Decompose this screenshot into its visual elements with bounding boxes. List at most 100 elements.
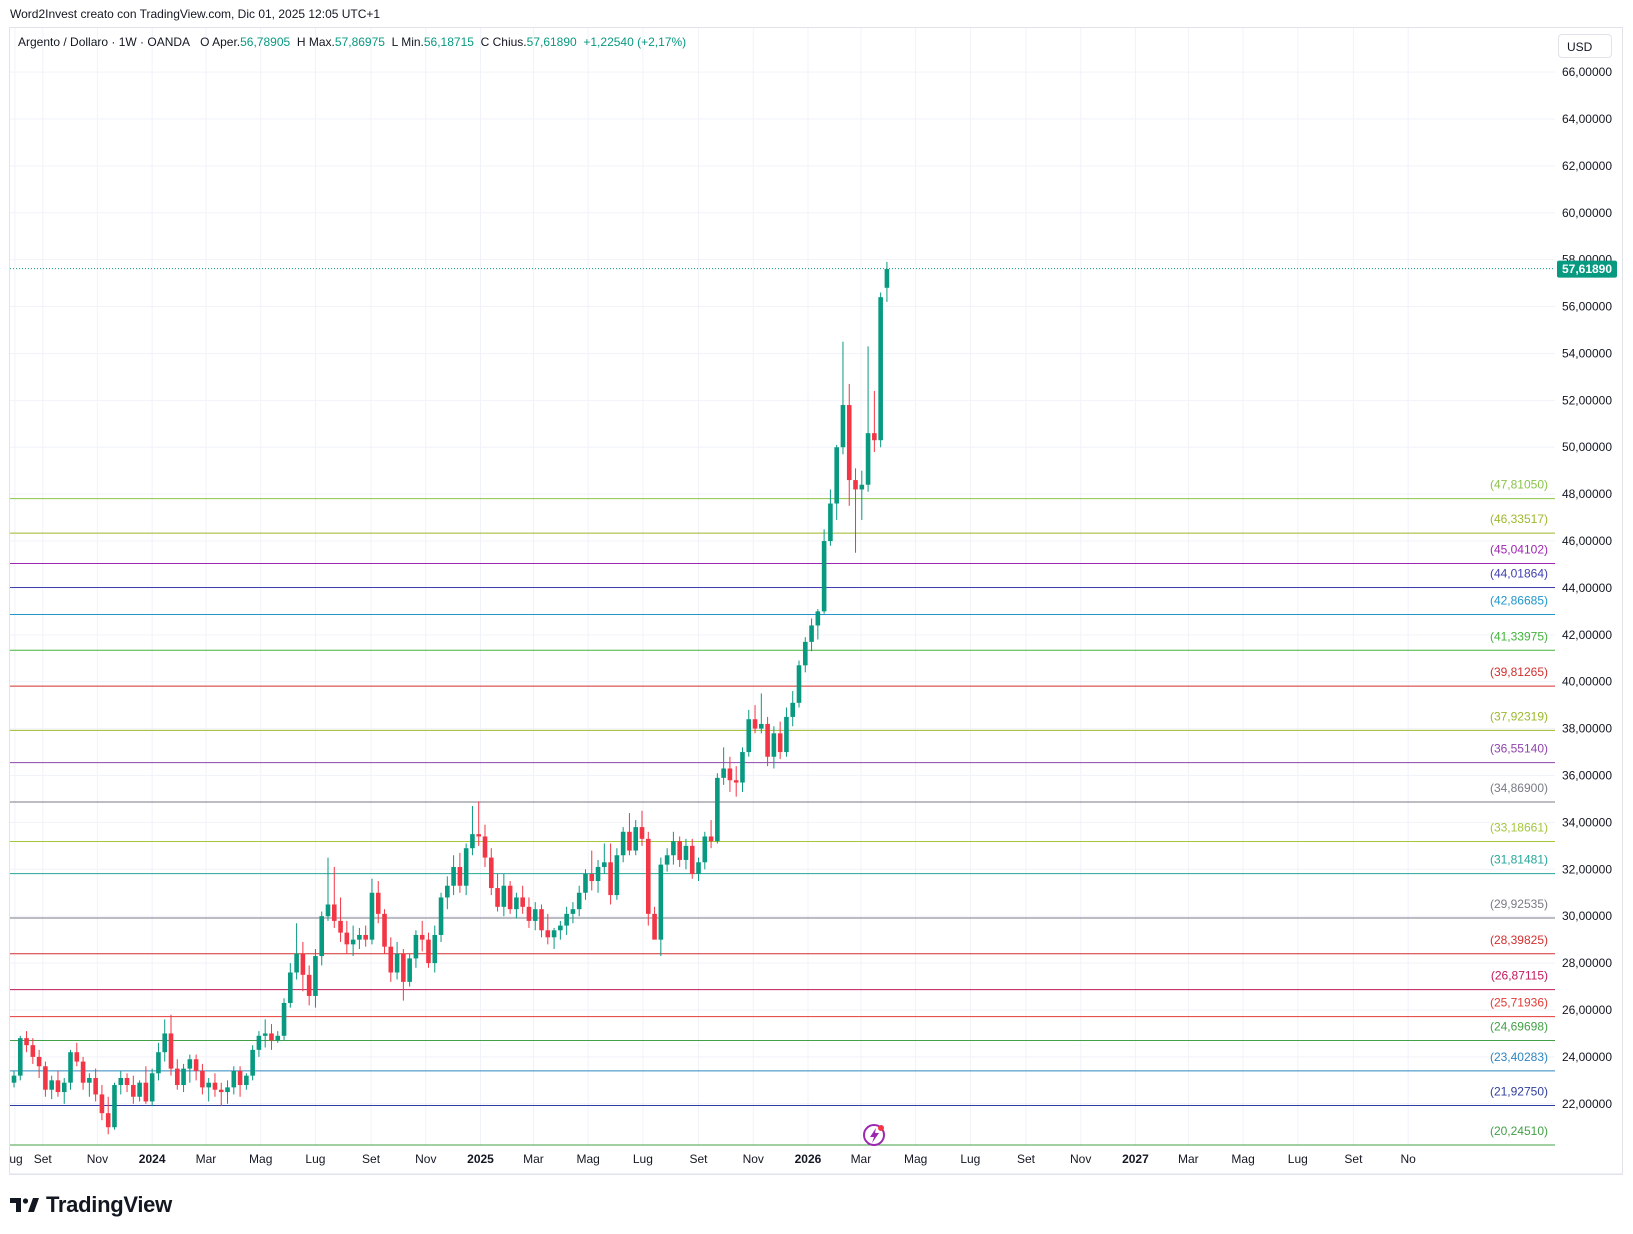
candle[interactable]	[294, 923, 299, 980]
candle[interactable]	[319, 911, 325, 966]
candle[interactable]	[689, 838, 695, 879]
currency-selector[interactable]: USD	[1558, 34, 1612, 58]
candle[interactable]	[696, 857, 701, 882]
candle[interactable]	[683, 838, 689, 870]
candle[interactable]	[401, 949, 406, 1001]
candle[interactable]	[658, 857, 664, 957]
candle[interactable]	[11, 1070, 17, 1088]
candle[interactable]	[765, 716, 770, 767]
candle[interactable]	[445, 876, 450, 910]
candle[interactable]	[777, 721, 783, 760]
candle[interactable]	[131, 1075, 136, 1104]
candle[interactable]	[55, 1070, 61, 1097]
candle[interactable]	[558, 920, 563, 940]
candle[interactable]	[595, 859, 601, 893]
candle[interactable]	[30, 1038, 36, 1064]
candle[interactable]	[375, 881, 381, 924]
candle[interactable]	[884, 262, 890, 302]
candle[interactable]	[846, 383, 852, 506]
candle[interactable]	[802, 637, 808, 673]
candle[interactable]	[740, 747, 745, 792]
candle[interactable]	[752, 705, 758, 734]
candle[interactable]	[545, 913, 551, 945]
candle[interactable]	[834, 444, 839, 520]
candle[interactable]	[859, 470, 865, 520]
candle[interactable]	[99, 1085, 105, 1121]
candle[interactable]	[338, 897, 343, 942]
candle[interactable]	[43, 1061, 48, 1097]
candle[interactable]	[394, 942, 400, 980]
candle[interactable]	[143, 1066, 149, 1104]
candle[interactable]	[49, 1075, 54, 1100]
candle[interactable]	[388, 937, 394, 982]
candle[interactable]	[815, 609, 821, 640]
candle[interactable]	[357, 927, 362, 950]
candle[interactable]	[470, 806, 475, 856]
candle[interactable]	[331, 866, 337, 928]
candle[interactable]	[645, 831, 651, 926]
candle[interactable]	[476, 801, 482, 846]
candle[interactable]	[200, 1063, 205, 1095]
candle[interactable]	[225, 1080, 230, 1104]
candle[interactable]	[878, 292, 883, 448]
candle[interactable]	[212, 1073, 218, 1097]
tradingview-logo[interactable]: TradingView	[10, 1192, 172, 1218]
candle[interactable]	[162, 1019, 168, 1062]
candle[interactable]	[156, 1042, 161, 1081]
candle[interactable]	[262, 1019, 268, 1048]
symbol-name[interactable]: Argento / Dollaro · 1W · OANDA	[18, 35, 191, 49]
candle[interactable]	[17, 1035, 23, 1081]
candle[interactable]	[206, 1078, 211, 1102]
candle[interactable]	[426, 932, 431, 968]
candle[interactable]	[105, 1096, 111, 1135]
candle[interactable]	[539, 904, 544, 938]
candle[interactable]	[149, 1068, 155, 1107]
candle[interactable]	[564, 906, 569, 935]
candle[interactable]	[413, 930, 419, 968]
candle[interactable]	[551, 927, 557, 950]
candle[interactable]	[300, 942, 306, 992]
candle[interactable]	[137, 1080, 142, 1102]
candle[interactable]	[733, 766, 739, 797]
candle[interactable]	[168, 1014, 174, 1076]
candle[interactable]	[432, 925, 438, 973]
candle[interactable]	[74, 1042, 80, 1067]
candle[interactable]	[639, 810, 645, 846]
candle[interactable]	[382, 909, 387, 954]
candle[interactable]	[281, 998, 287, 1041]
candle[interactable]	[664, 848, 670, 872]
candle[interactable]	[80, 1056, 86, 1090]
candle[interactable]	[419, 920, 425, 952]
candle[interactable]	[583, 869, 588, 900]
candle[interactable]	[576, 885, 582, 917]
candle[interactable]	[721, 747, 726, 785]
candle[interactable]	[269, 1024, 274, 1050]
candle[interactable]	[702, 831, 708, 870]
candle[interactable]	[627, 813, 632, 856]
candle[interactable]	[288, 963, 293, 1008]
news-flash-icon[interactable]	[863, 1124, 885, 1146]
candle[interactable]	[344, 920, 350, 954]
candle[interactable]	[608, 843, 613, 905]
candle[interactable]	[872, 390, 877, 452]
candle[interactable]	[715, 773, 720, 844]
candle[interactable]	[652, 906, 657, 940]
candle[interactable]	[570, 902, 576, 924]
candle[interactable]	[187, 1054, 193, 1083]
candle[interactable]	[350, 925, 356, 957]
candle[interactable]	[532, 902, 538, 931]
candle[interactable]	[118, 1070, 124, 1095]
candle[interactable]	[451, 855, 456, 896]
candle[interactable]	[87, 1073, 92, 1097]
candle[interactable]	[840, 341, 846, 455]
candle[interactable]	[821, 529, 827, 614]
candle[interactable]	[589, 850, 595, 891]
candle[interactable]	[275, 1031, 281, 1043]
candle[interactable]	[784, 707, 789, 757]
candle[interactable]	[727, 756, 733, 792]
candle[interactable]	[614, 848, 620, 900]
candle[interactable]	[796, 660, 802, 708]
candle[interactable]	[746, 709, 752, 757]
candle[interactable]	[24, 1031, 29, 1053]
